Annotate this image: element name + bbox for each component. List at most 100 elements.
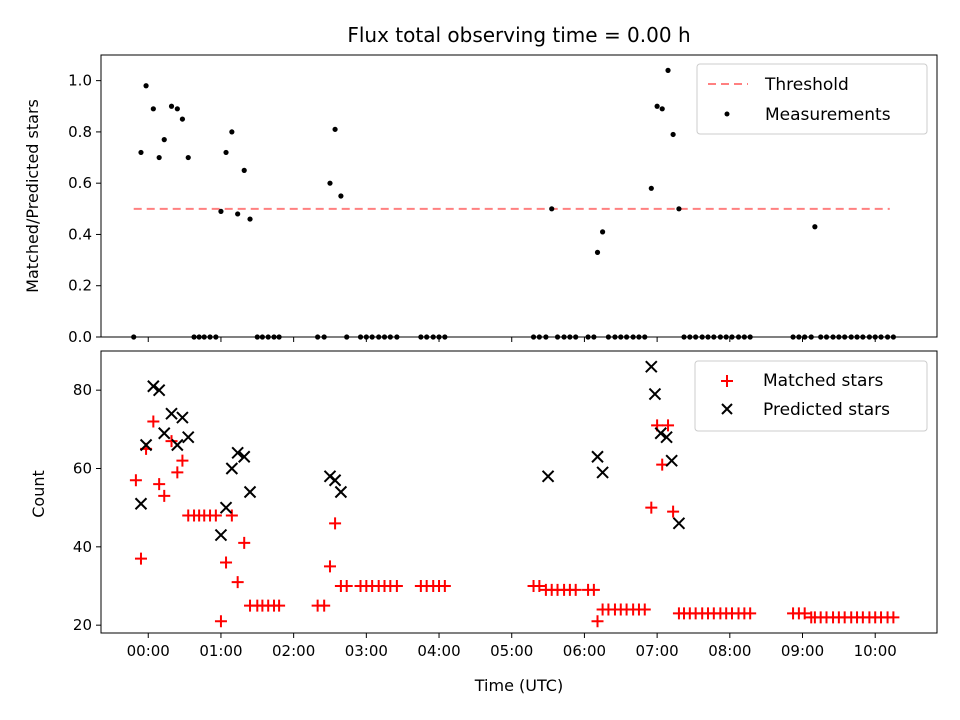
matched-stars-point bbox=[273, 599, 286, 612]
predicted-stars-point bbox=[134, 497, 148, 510]
legend-measurements-label: Measurements bbox=[765, 105, 891, 125]
predicted-stars-point bbox=[648, 387, 662, 401]
predicted-stars-point bbox=[541, 470, 555, 483]
top-axes-frame bbox=[100, 54, 938, 338]
y-tick-label: 0.6 bbox=[68, 174, 92, 192]
matched-stars-point bbox=[887, 611, 900, 624]
matched-stars-point bbox=[176, 454, 189, 467]
y-tick-label: 1.0 bbox=[68, 72, 92, 90]
matched-stars-point bbox=[591, 615, 604, 628]
bottom-legend: Matched stars Predicted stars bbox=[694, 360, 928, 432]
legend-matched-swatch bbox=[721, 375, 733, 387]
measurement-point bbox=[648, 185, 654, 191]
bottom-x-ticks: 00:00 01:00 02:00 03:00 04:00 05:00 06:00 07:00… bbox=[127, 633, 897, 660]
measurement-point bbox=[241, 167, 247, 173]
matched-stars-point bbox=[209, 509, 222, 522]
matched-stars-point bbox=[238, 536, 251, 549]
x-axis-label: Time (UTC) bbox=[474, 676, 563, 695]
measurement-point bbox=[676, 206, 682, 212]
measurement-point bbox=[138, 149, 144, 156]
legend-matched-label: Matched stars bbox=[763, 371, 883, 391]
predicted-stars-point bbox=[328, 474, 342, 487]
y-tick-label: 0.2 bbox=[68, 277, 92, 295]
matched-stars-point bbox=[225, 509, 238, 522]
predicted-stars-point bbox=[152, 383, 166, 397]
legend-predicted-swatch bbox=[721, 403, 733, 415]
top-plot-marks bbox=[131, 67, 896, 340]
matched-stars-point bbox=[340, 580, 353, 592]
measurement-point bbox=[161, 137, 167, 143]
matched-stars-point bbox=[323, 560, 336, 573]
predicted-stars-point bbox=[176, 411, 189, 424]
matched-stars-point bbox=[147, 415, 160, 428]
measurement-point bbox=[156, 154, 162, 161]
x-tick-label: 10:00 bbox=[854, 642, 897, 660]
x-tick-label: 09:00 bbox=[781, 642, 824, 660]
legend-measurements-swatch bbox=[724, 111, 730, 117]
bottom-axes-frame bbox=[100, 350, 938, 634]
chart-title: Flux total observing time = 0.00 h bbox=[347, 23, 690, 47]
measurement-point bbox=[247, 216, 253, 222]
x-tick-label: 01:00 bbox=[199, 642, 242, 660]
measurement-point bbox=[594, 249, 601, 255]
predicted-stars-point bbox=[214, 528, 228, 542]
bottom-plot-marks bbox=[129, 360, 900, 628]
y-tick-label: 0.4 bbox=[68, 225, 92, 243]
measurement-point bbox=[185, 154, 191, 161]
measurement-point bbox=[150, 106, 156, 112]
top-legend-box bbox=[696, 63, 928, 135]
predicted-stars-point bbox=[182, 430, 195, 444]
predicted-stars-point bbox=[158, 427, 171, 440]
matched-stars-point bbox=[656, 458, 669, 471]
x-tick-label: 06:00 bbox=[563, 642, 606, 660]
measurement-point bbox=[549, 206, 555, 212]
predicted-stars-point bbox=[225, 462, 239, 475]
predicted-stars-point bbox=[231, 446, 244, 460]
predicted-stars-point bbox=[596, 466, 609, 479]
measurement-point bbox=[168, 103, 175, 109]
matched-stars-point bbox=[129, 474, 142, 487]
matched-stars-point bbox=[171, 466, 184, 479]
y-tick-label: 20 bbox=[73, 616, 92, 634]
predicted-stars-point bbox=[645, 360, 658, 373]
matched-stars-point bbox=[329, 517, 342, 530]
predicted-stars-point bbox=[654, 427, 667, 440]
measurement-point bbox=[659, 106, 665, 112]
predicted-stars-point bbox=[334, 485, 348, 499]
predicted-stars-point bbox=[171, 438, 184, 452]
top-y-ticks: 0.0 0.2 0.4 0.6 0.8 1.0 bbox=[68, 72, 101, 346]
predicted-stars-point bbox=[672, 517, 686, 530]
y-tick-label: 60 bbox=[73, 460, 92, 478]
matched-stars-point bbox=[533, 580, 546, 592]
measurement-point bbox=[332, 126, 338, 132]
matched-stars-point bbox=[667, 505, 680, 518]
matched-stars-point bbox=[798, 607, 811, 620]
measurement-point bbox=[338, 193, 344, 199]
bottom-legend-box bbox=[694, 360, 928, 432]
measurement-point bbox=[665, 67, 671, 73]
y-tick-label: 80 bbox=[73, 381, 92, 399]
measurement-point bbox=[235, 211, 241, 217]
predicted-stars-point bbox=[147, 380, 160, 393]
x-tick-label: 08:00 bbox=[708, 642, 751, 660]
matched-stars-point bbox=[231, 576, 244, 589]
measurement-point bbox=[179, 116, 186, 122]
top-panel: 0.0 0.2 0.4 0.6 0.8 1.0 Matched/Predicted sta… bbox=[23, 54, 938, 346]
predicted-stars-point bbox=[665, 454, 678, 467]
matched-stars-point bbox=[165, 435, 178, 448]
predicted-stars-point bbox=[243, 485, 257, 499]
predicted-stars-point bbox=[219, 501, 233, 514]
top-legend: Threshold Measurements bbox=[696, 63, 928, 135]
x-tick-label: 05:00 bbox=[490, 642, 533, 660]
bottom-y-axis-label: Count bbox=[29, 470, 48, 518]
predicted-stars-point bbox=[139, 438, 153, 452]
legend-predicted-label: Predicted stars bbox=[763, 400, 890, 420]
bottom-y-ticks: 20 40 60 80 bbox=[73, 381, 101, 634]
x-tick-label: 02:00 bbox=[272, 642, 315, 660]
measurement-point bbox=[654, 103, 660, 109]
matched-stars-point bbox=[153, 478, 166, 491]
top-x-ticks bbox=[147, 337, 876, 342]
measurement-point bbox=[223, 149, 229, 156]
